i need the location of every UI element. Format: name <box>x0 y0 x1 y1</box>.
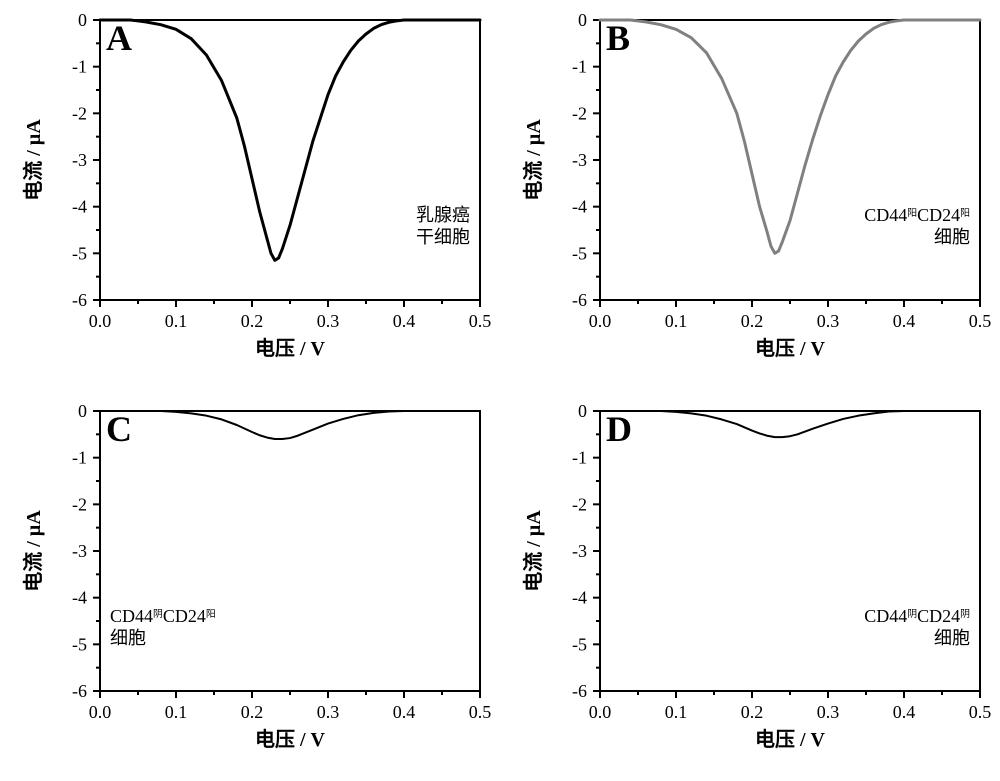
svg-text:-1: -1 <box>572 57 587 77</box>
svg-text:0.5: 0.5 <box>969 702 992 722</box>
svg-text:0.1: 0.1 <box>165 702 188 722</box>
svg-text:0.2: 0.2 <box>741 702 764 722</box>
svg-text:0: 0 <box>578 10 587 30</box>
svg-text:细胞: 细胞 <box>934 227 970 247</box>
svg-text:-5: -5 <box>72 243 87 263</box>
svg-text:电流 / µA: 电流 / µA <box>21 119 45 201</box>
svg-text:0.1: 0.1 <box>665 311 688 331</box>
svg-text:电压 / V: 电压 / V <box>255 728 326 751</box>
svg-text:-2: -2 <box>72 103 87 123</box>
svg-text:CD44阴CD24阴: CD44阴CD24阴 <box>864 606 970 626</box>
svg-text:0.1: 0.1 <box>665 702 688 722</box>
svg-text:0.3: 0.3 <box>817 702 840 722</box>
svg-text:-1: -1 <box>72 447 87 467</box>
svg-text:乳腺癌: 乳腺癌 <box>416 205 470 225</box>
svg-text:0.5: 0.5 <box>469 702 492 722</box>
svg-text:-2: -2 <box>572 103 587 123</box>
svg-text:CD44阴CD24阳: CD44阴CD24阳 <box>110 606 216 626</box>
svg-text:电压 / V: 电压 / V <box>755 337 826 360</box>
svg-text:0.0: 0.0 <box>589 702 612 722</box>
panel-C: 0.0 0.1 0.2 0.3 0.4 0.5 -6 -5 -4 -3 -2 -1 0 电压 / V 电流 … <box>0 391 500 781</box>
svg-text:-1: -1 <box>72 57 87 77</box>
svg-text:0.3: 0.3 <box>817 311 840 331</box>
svg-text:电压 / V: 电压 / V <box>755 728 826 751</box>
svg-text:0.2: 0.2 <box>741 311 764 331</box>
svg-text:-2: -2 <box>72 494 87 514</box>
svg-text:-4: -4 <box>72 197 87 217</box>
svg-text:0.0: 0.0 <box>89 311 112 331</box>
svg-text:0.3: 0.3 <box>317 311 340 331</box>
svg-text:-2: -2 <box>572 494 587 514</box>
svg-text:0.4: 0.4 <box>393 311 416 331</box>
svg-text:-4: -4 <box>72 587 87 607</box>
chart-grid: 0.0 0.1 0.2 0.3 0.4 0.5 -6 -5 -4 -3 -2 -1 0 电压 / V 电流 … <box>0 0 1000 781</box>
svg-text:-4: -4 <box>572 197 587 217</box>
panel-B: 0.0 0.1 0.2 0.3 0.4 0.5 -6 -5 -4 -3 -2 -1 0 电压 / V 电流 … <box>500 0 1000 391</box>
svg-text:0.3: 0.3 <box>317 702 340 722</box>
svg-text:-3: -3 <box>572 150 587 170</box>
svg-text:0.0: 0.0 <box>589 311 612 331</box>
svg-text:-5: -5 <box>72 634 87 654</box>
svg-text:0.4: 0.4 <box>893 311 916 331</box>
svg-text:干细胞: 干细胞 <box>416 227 470 247</box>
svg-text:电压 / V: 电压 / V <box>255 337 326 360</box>
svg-text:-6: -6 <box>572 681 587 701</box>
svg-text:D: D <box>606 409 632 449</box>
svg-text:电流 / µA: 电流 / µA <box>21 509 45 591</box>
svg-text:CD44阳CD24阳: CD44阳CD24阳 <box>864 205 970 225</box>
svg-text:-5: -5 <box>572 243 587 263</box>
panel-A: 0.0 0.1 0.2 0.3 0.4 0.5 -6 -5 -4 -3 -2 -1 0 电压 / V 电流 … <box>0 0 500 391</box>
svg-text:细胞: 细胞 <box>110 628 146 648</box>
svg-text:0: 0 <box>78 10 87 30</box>
svg-text:-6: -6 <box>72 681 87 701</box>
svg-text:-3: -3 <box>572 541 587 561</box>
svg-text:-6: -6 <box>572 290 587 310</box>
svg-text:C: C <box>106 409 132 449</box>
svg-text:0.4: 0.4 <box>393 702 416 722</box>
svg-text:0.2: 0.2 <box>241 702 264 722</box>
panel-D: 0.0 0.1 0.2 0.3 0.4 0.5 -6 -5 -4 -3 -2 -1 0 电压 / V 电流 … <box>500 391 1000 781</box>
svg-text:0.4: 0.4 <box>893 702 916 722</box>
svg-text:0: 0 <box>78 401 87 421</box>
svg-text:-4: -4 <box>572 587 587 607</box>
svg-text:-5: -5 <box>572 634 587 654</box>
svg-text:B: B <box>606 18 630 58</box>
svg-text:0.1: 0.1 <box>165 311 188 331</box>
svg-text:电流 / µA: 电流 / µA <box>521 119 545 201</box>
svg-text:电流 / µA: 电流 / µA <box>521 509 545 591</box>
svg-text:0: 0 <box>578 401 587 421</box>
svg-text:0.2: 0.2 <box>241 311 264 331</box>
svg-text:0.0: 0.0 <box>89 702 112 722</box>
svg-text:-3: -3 <box>72 541 87 561</box>
svg-text:-6: -6 <box>72 290 87 310</box>
svg-text:0.5: 0.5 <box>969 311 992 331</box>
svg-text:细胞: 细胞 <box>934 628 970 648</box>
svg-text:-1: -1 <box>572 447 587 467</box>
svg-text:0.5: 0.5 <box>469 311 492 331</box>
svg-text:A: A <box>106 18 132 58</box>
svg-text:-3: -3 <box>72 150 87 170</box>
